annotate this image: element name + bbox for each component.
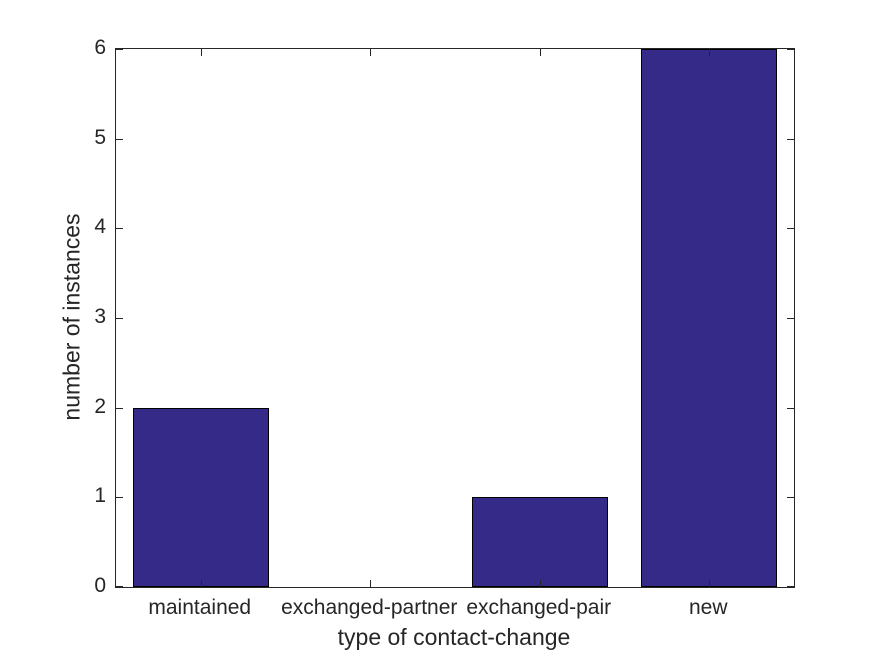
y-tick-right (787, 138, 794, 140)
y-tick-left (116, 586, 123, 587)
y-tick-right (787, 586, 794, 587)
y-tick-label: 4 (94, 215, 106, 239)
y-tick-left (116, 407, 123, 409)
y-tick-right (787, 318, 794, 319)
x-tick-label: maintained (148, 596, 252, 619)
y-tick-label: 2 (94, 394, 106, 418)
y-tick-label: 6 (94, 36, 106, 59)
x-tick-top (200, 49, 202, 56)
x-tick-label: new (688, 596, 728, 619)
x-tick-bottom (200, 580, 202, 587)
bar-exchanged-pair (471, 497, 608, 587)
y-tick-right (787, 407, 794, 409)
x-tick-label: exchanged-partner (281, 596, 458, 619)
bar-maintained (132, 407, 269, 587)
y-tick-label: 5 (94, 125, 106, 149)
y-tick-left (116, 497, 123, 499)
x-tick-top (709, 49, 711, 56)
y-tick-left (116, 318, 123, 319)
y-tick-right (787, 49, 794, 50)
x-axis-title: type of contact-change (337, 624, 571, 650)
x-tick-bottom (370, 580, 372, 587)
y-axis-title: number of instances (58, 213, 85, 421)
y-tick-right (787, 497, 794, 499)
y-tick-label: 1 (94, 484, 106, 508)
y-tick-left (116, 228, 123, 230)
plot-area (115, 48, 795, 588)
x-tick-label: exchanged-pair (466, 596, 612, 619)
bar-new (641, 49, 778, 587)
y-tick-left (116, 138, 123, 140)
y-tick-right (787, 228, 794, 230)
y-tick-left (116, 49, 123, 50)
x-tick-bottom (709, 580, 711, 587)
y-tick-label: 0 (94, 574, 106, 597)
y-tick-label: 3 (94, 305, 106, 328)
x-tick-top (370, 49, 372, 56)
x-tick-bottom (539, 580, 541, 587)
x-tick-top (539, 49, 541, 56)
